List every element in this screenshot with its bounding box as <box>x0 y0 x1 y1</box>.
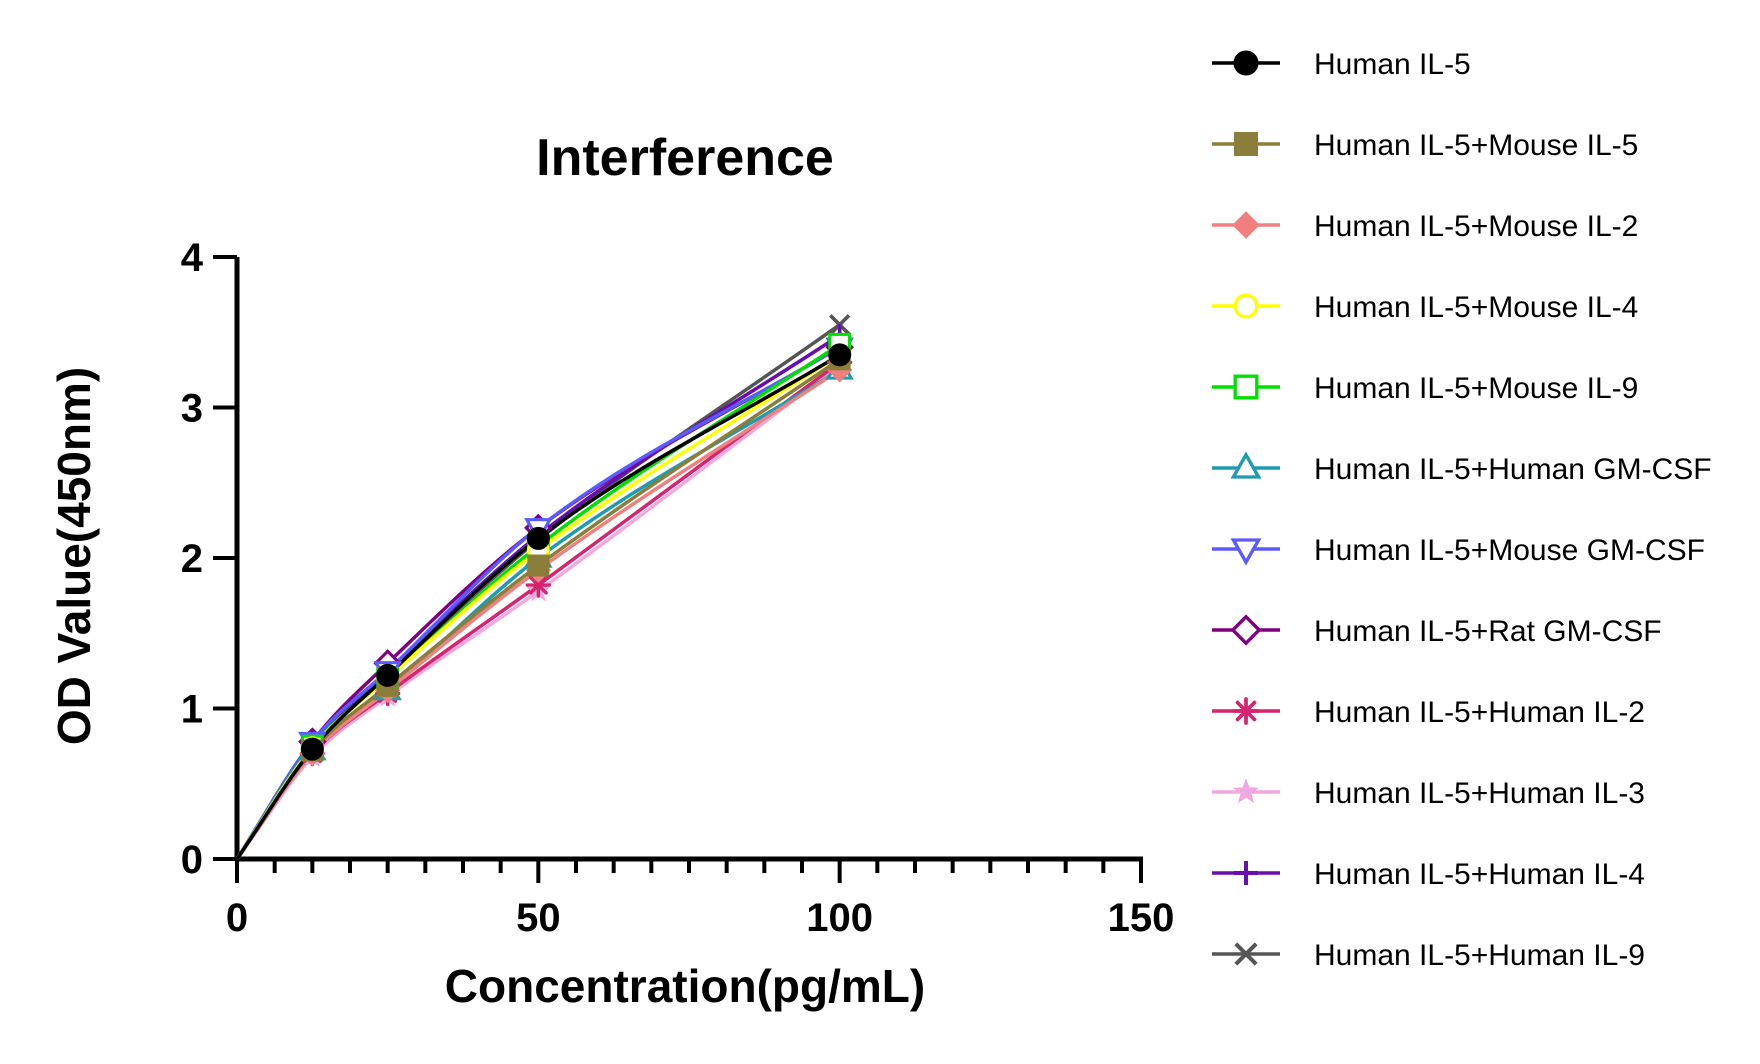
legend-label: Human IL-5+Mouse GM-CSF <box>1314 534 1705 567</box>
legend-label: Human IL-5 <box>1314 48 1471 81</box>
data-point-human-il-5 <box>828 343 852 367</box>
legend-marker-human-il-5-mouse-gm-csf <box>1230 538 1262 566</box>
legend-item-human-il-5-mouse-gm-csf: Human IL-5+Mouse GM-CSF <box>1212 534 1705 567</box>
x-tick-label: 150 <box>1108 896 1175 940</box>
legend-label: Human IL-5+Human IL-3 <box>1314 777 1645 810</box>
fit-curves <box>235 323 841 861</box>
data-point-human-il-5 <box>526 526 550 550</box>
legend-marker-human-il-5-mouse-il-2 <box>1232 211 1260 239</box>
data-markers <box>298 314 854 767</box>
chart-title: Interference <box>536 129 834 187</box>
legend-label: Human IL-5+Human IL-9 <box>1314 939 1645 972</box>
x-tick-label: 50 <box>516 896 561 940</box>
legend-label: Human IL-5+Human IL-2 <box>1314 696 1645 729</box>
y-tick-label: 0 <box>181 838 203 882</box>
legend-item-human-il-5-human-il-2: Human IL-5+Human IL-2 <box>1212 696 1645 729</box>
legend-marker-human-il-5 <box>1233 50 1259 76</box>
legend-marker-human-il-5-human-il-4 <box>1234 861 1258 885</box>
legend-label: Human IL-5+Mouse IL-2 <box>1314 210 1638 243</box>
legend-marker-human-il-5-human-gm-csf <box>1230 451 1262 479</box>
y-tick-label: 3 <box>181 387 203 431</box>
axes: 0 50 100 150 0 1 2 3 4 <box>181 236 1175 940</box>
series-curve-human-il-5-mouse-il-2 <box>235 368 841 861</box>
legend-label: Human IL-5+Human GM-CSF <box>1314 453 1712 486</box>
y-tick-label: 4 <box>181 236 204 280</box>
data-point-human-il-5 <box>300 737 324 761</box>
legend-label: Human IL-5+Human IL-4 <box>1314 858 1645 891</box>
x-axis-label: Concentration(pg/mL) <box>445 960 925 1012</box>
legend-marker-human-il-5-rat-gm-csf <box>1230 614 1262 646</box>
x-tick-label: 100 <box>806 896 873 940</box>
legend: Human IL-5 Human IL-5+Mouse IL-5 Human IL-… <box>1212 48 1712 972</box>
legend-marker-human-il-5-human-il-2 <box>1232 697 1260 725</box>
series-curve-human-il-5-human-il-2 <box>235 360 841 861</box>
legend-item-human-il-5-rat-gm-csf: Human IL-5+Rat GM-CSF <box>1212 614 1662 648</box>
legend-item-human-il-5-human-il-4: Human IL-5+Human IL-4 <box>1212 858 1645 891</box>
legend-marker-human-il-5-mouse-il-5 <box>1234 132 1258 156</box>
series-curve-human-il-5-human-gm-csf <box>235 368 841 860</box>
legend-item-human-il-5-mouse-il-2: Human IL-5+Mouse IL-2 <box>1212 210 1638 243</box>
y-axis-label: OD Value(450nm) <box>48 367 100 745</box>
legend-label: Human IL-5+Mouse IL-4 <box>1314 291 1638 324</box>
series-curve-human-il-5-human-il-3 <box>235 363 841 861</box>
x-tick-label: 0 <box>226 896 248 940</box>
y-tick-label: 1 <box>181 688 203 732</box>
legend-marker-human-il-5-human-il-3 <box>1232 778 1260 804</box>
legend-marker-human-il-5-mouse-il-9 <box>1233 374 1259 400</box>
legend-item-human-il-5: Human IL-5 <box>1212 48 1471 81</box>
legend-marker-human-il-5-mouse-il-4 <box>1233 293 1259 319</box>
legend-item-human-il-5-mouse-il-9: Human IL-5+Mouse IL-9 <box>1212 372 1638 405</box>
data-point-human-il-5-mouse-il-5 <box>527 554 550 577</box>
legend-item-human-il-5-mouse-il-4: Human IL-5+Mouse IL-4 <box>1212 291 1638 324</box>
legend-marker-human-il-5-human-il-9 <box>1234 942 1258 966</box>
legend-label: Human IL-5+Mouse IL-9 <box>1314 372 1638 405</box>
data-point-human-il-5 <box>376 663 400 687</box>
y-tick-label: 2 <box>181 537 203 581</box>
series-curve-human-il-5 <box>235 353 841 860</box>
legend-item-human-il-5-human-il-3: Human IL-5+Human IL-3 <box>1212 777 1645 810</box>
legend-label: Human IL-5+Rat GM-CSF <box>1314 615 1662 648</box>
legend-item-human-il-5-human-il-9: Human IL-5+Human IL-9 <box>1212 939 1645 972</box>
legend-item-human-il-5-human-gm-csf: Human IL-5+Human GM-CSF <box>1212 451 1712 486</box>
legend-item-human-il-5-mouse-il-5: Human IL-5+Mouse IL-5 <box>1212 129 1638 162</box>
legend-label: Human IL-5+Mouse IL-5 <box>1314 129 1638 162</box>
